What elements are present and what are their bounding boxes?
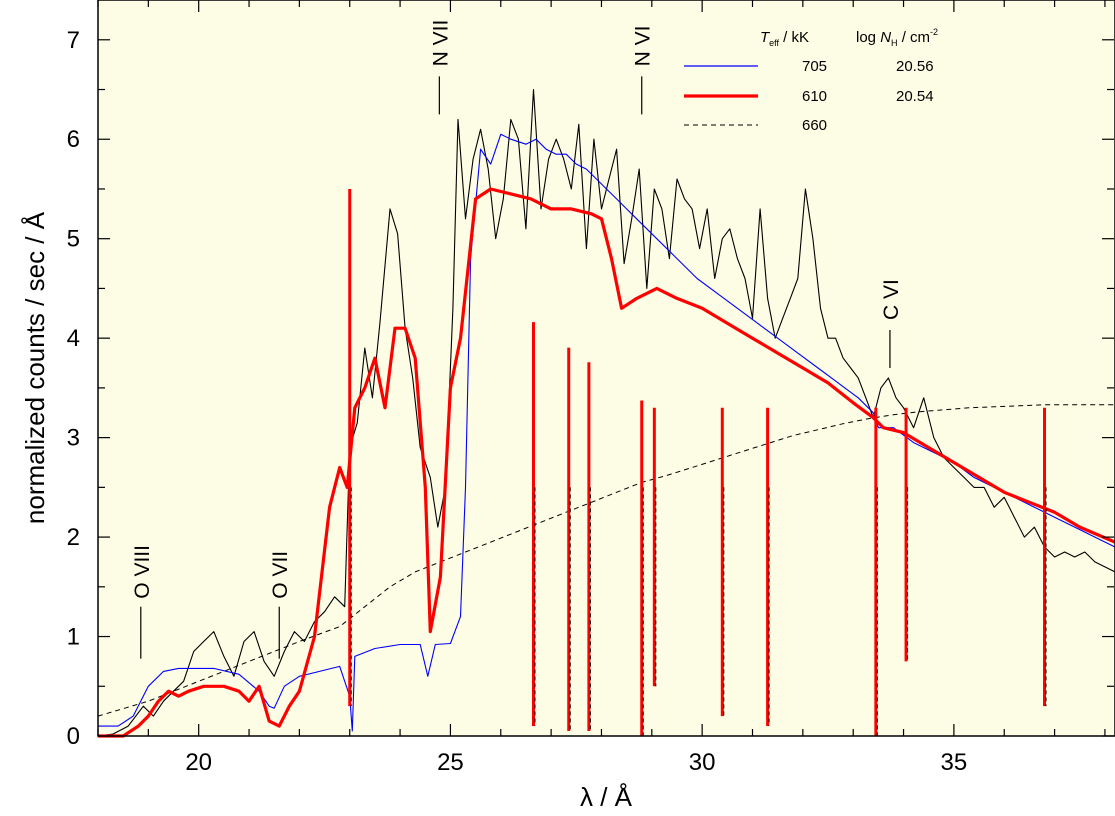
plot-background — [98, 0, 1115, 736]
legend-nh-705: 20.56 — [896, 58, 934, 75]
plot-frame — [97, 0, 1115, 737]
x-tick-label: 30 — [689, 749, 716, 776]
series-layer — [97, 88, 1115, 738]
legend-teff-660: 660 — [802, 117, 827, 134]
ion-label: O VIII — [131, 545, 154, 599]
legend-teff-610: 610 — [802, 88, 827, 105]
ion-label: N VII — [429, 20, 452, 67]
ticks: 20 25 30 35 0 1 2 3 4 5 6 7 — [67, 0, 1114, 776]
y-tick-label: 4 — [67, 325, 80, 352]
ion-label: O VII — [269, 551, 292, 599]
axes — [97, 0, 1115, 737]
series-line-model-660 — [97, 404, 1115, 717]
y-tick-label: 1 — [67, 624, 80, 651]
legend-header-nh: log NH / cm-2 — [856, 27, 938, 48]
x-axis-title: λ / Å — [580, 782, 633, 812]
y-tick-label: 2 — [67, 524, 80, 551]
ion-labels: O VIII O VII N VII N VI C VI — [131, 20, 903, 659]
y-tick-label: 6 — [67, 126, 80, 153]
x-tick-label: 20 — [185, 749, 212, 776]
series-line-model-610 — [98, 187, 1115, 738]
y-tick-label: 5 — [67, 226, 80, 253]
y-tick-label: 7 — [67, 27, 80, 54]
x-tick-label: 35 — [941, 749, 968, 776]
y-axis-title: normalized counts / sec / Å — [20, 211, 50, 524]
legend: Teff / kK log NH / cm-2 705 20.56 610 20… — [684, 27, 938, 134]
ion-label: C VI — [880, 279, 903, 320]
series-line-observed — [97, 88, 1115, 737]
legend-nh-610: 20.54 — [896, 88, 934, 105]
y-tick-label: 3 — [67, 425, 80, 452]
legend-teff-705: 705 — [802, 58, 827, 75]
x-tick-label: 25 — [437, 749, 464, 776]
ion-label: N VI — [632, 26, 655, 67]
legend-header-teff: Teff / kK — [760, 29, 809, 48]
y-tick-label: 0 — [67, 723, 80, 750]
